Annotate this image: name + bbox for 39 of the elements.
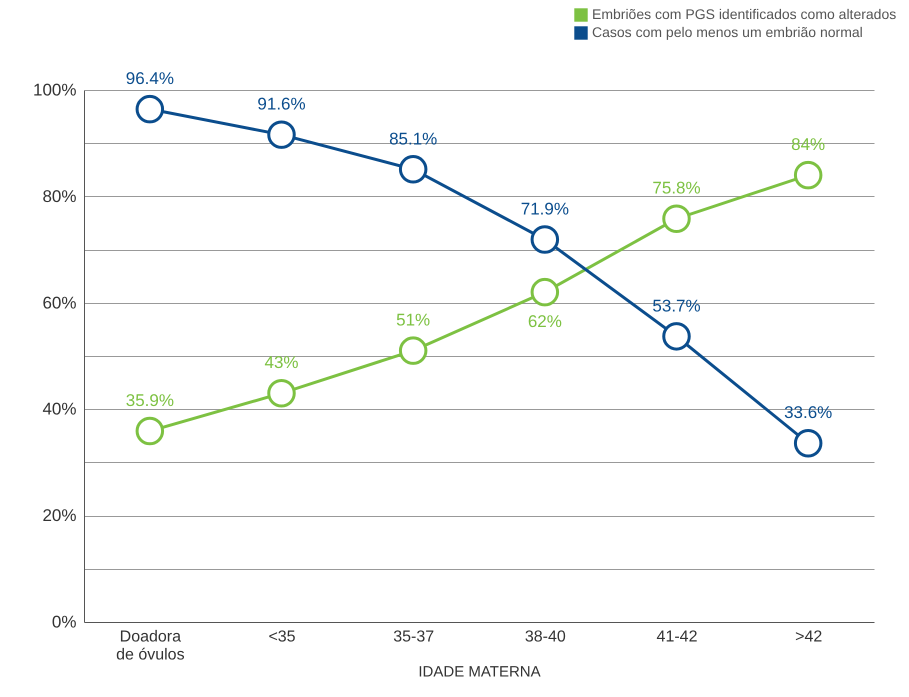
data-label: 51% <box>396 310 430 330</box>
data-label: 96.4% <box>126 69 174 88</box>
data-label: 85.1% <box>389 129 438 148</box>
point <box>530 278 560 306</box>
point <box>136 416 164 446</box>
x-tick-label: 35-37 <box>393 628 434 646</box>
x-axis-title: IDADE MATERNA <box>418 664 541 680</box>
y-tick-label: 20% <box>42 506 76 526</box>
data-label: 71.9% <box>520 199 569 218</box>
point <box>398 336 428 365</box>
data-label: 62% <box>528 312 562 332</box>
point <box>794 429 822 458</box>
legend-label: Embriões com PGS identificados como alterados <box>592 6 896 22</box>
point <box>662 322 691 351</box>
data-label: 35.9% <box>126 391 174 410</box>
data-label: 91.6% <box>257 94 306 114</box>
data-label: 43% <box>264 353 299 372</box>
y-tick-label: 100% <box>33 80 76 100</box>
point <box>267 379 296 408</box>
x-tick-label: 38-40 <box>524 628 566 646</box>
y-tick-label: 40% <box>42 400 76 419</box>
x-tick-label: 41-42 <box>656 628 698 646</box>
y-tick-label: 80% <box>42 186 76 206</box>
y-tick-label: 60% <box>42 293 76 312</box>
point <box>530 225 560 254</box>
y-tick-label: 0% <box>52 612 76 632</box>
x-tick-label: <35 <box>268 628 296 646</box>
legend-label: Casos com pelo menos um embrião normal <box>592 24 863 40</box>
data-label: 53.7% <box>652 296 701 316</box>
point <box>794 160 822 190</box>
data-label: 84% <box>791 135 826 154</box>
point <box>662 204 691 233</box>
x-tick-label: >42 <box>795 628 822 646</box>
point <box>398 155 428 184</box>
point <box>136 94 164 124</box>
point <box>267 120 296 149</box>
x-tick-label: Doadora de óvulos <box>116 628 185 664</box>
data-label: 33.6% <box>784 403 832 422</box>
data-label: 75.8% <box>652 178 701 198</box>
